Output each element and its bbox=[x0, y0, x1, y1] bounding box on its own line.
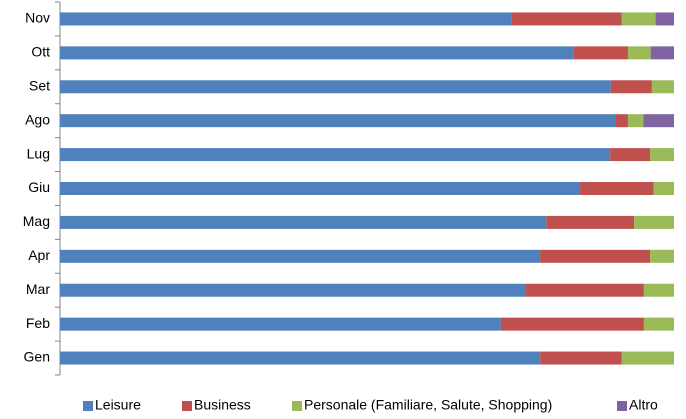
bar-segment bbox=[540, 351, 622, 365]
legend-label: Leisure bbox=[95, 397, 141, 413]
bar-segment bbox=[610, 80, 652, 94]
y-tick-label: Lug bbox=[27, 145, 50, 161]
bar-segment bbox=[60, 215, 547, 229]
bar-segment bbox=[60, 80, 611, 94]
bar-segment bbox=[60, 351, 541, 365]
legend-label: Altro bbox=[629, 397, 658, 413]
legend-swatch bbox=[617, 401, 627, 411]
bar-segment bbox=[60, 182, 581, 195]
bar-segment bbox=[610, 148, 651, 162]
bar-segment bbox=[650, 148, 674, 162]
bar-segment bbox=[634, 215, 674, 229]
bar-segment bbox=[621, 12, 656, 26]
y-tick-label: Feb bbox=[26, 315, 50, 331]
bar-segment bbox=[580, 182, 654, 195]
y-tick-label: Set bbox=[29, 77, 50, 93]
bar-segment bbox=[651, 80, 674, 94]
bar-segment bbox=[60, 12, 512, 26]
bar-segment bbox=[643, 283, 674, 297]
bar-segment bbox=[643, 114, 674, 128]
bar-segment bbox=[653, 182, 674, 195]
bar-segment bbox=[500, 317, 644, 331]
bar-segment bbox=[650, 249, 674, 263]
y-tick-label: Apr bbox=[28, 247, 50, 263]
bar-segment bbox=[60, 317, 501, 331]
y-tick-label: Nov bbox=[25, 10, 50, 26]
y-tick-label: Giu bbox=[28, 179, 50, 195]
bar-segment bbox=[650, 46, 674, 60]
bar-segment bbox=[60, 46, 574, 60]
bar-segment bbox=[540, 249, 651, 263]
bar-segment bbox=[621, 351, 674, 365]
bar-segment bbox=[60, 249, 541, 263]
legend-swatch bbox=[182, 401, 192, 411]
y-tick-label: Ago bbox=[25, 111, 50, 127]
bar-segment bbox=[573, 46, 628, 60]
bar-segment bbox=[511, 12, 622, 26]
bar-segment bbox=[615, 114, 628, 128]
legend-swatch bbox=[292, 401, 302, 411]
bar-segment bbox=[643, 317, 674, 331]
bar-segment bbox=[60, 283, 527, 297]
bar-segment bbox=[60, 148, 611, 162]
legend-label: Personale (Familiare, Salute, Shopping) bbox=[304, 397, 552, 413]
bar-segment bbox=[526, 283, 644, 297]
legend-swatch bbox=[83, 401, 93, 411]
y-tick-label: Gen bbox=[24, 349, 50, 365]
y-tick-label: Mag bbox=[23, 213, 50, 229]
bar-segment bbox=[627, 114, 644, 128]
y-tick-label: Ott bbox=[31, 44, 50, 60]
bar-segment bbox=[627, 46, 651, 60]
bar-segment bbox=[655, 12, 674, 26]
y-tick-label: Mar bbox=[26, 281, 50, 297]
legend-label: Business bbox=[194, 397, 251, 413]
bar-segment bbox=[60, 114, 616, 128]
bar-segment bbox=[546, 215, 635, 229]
